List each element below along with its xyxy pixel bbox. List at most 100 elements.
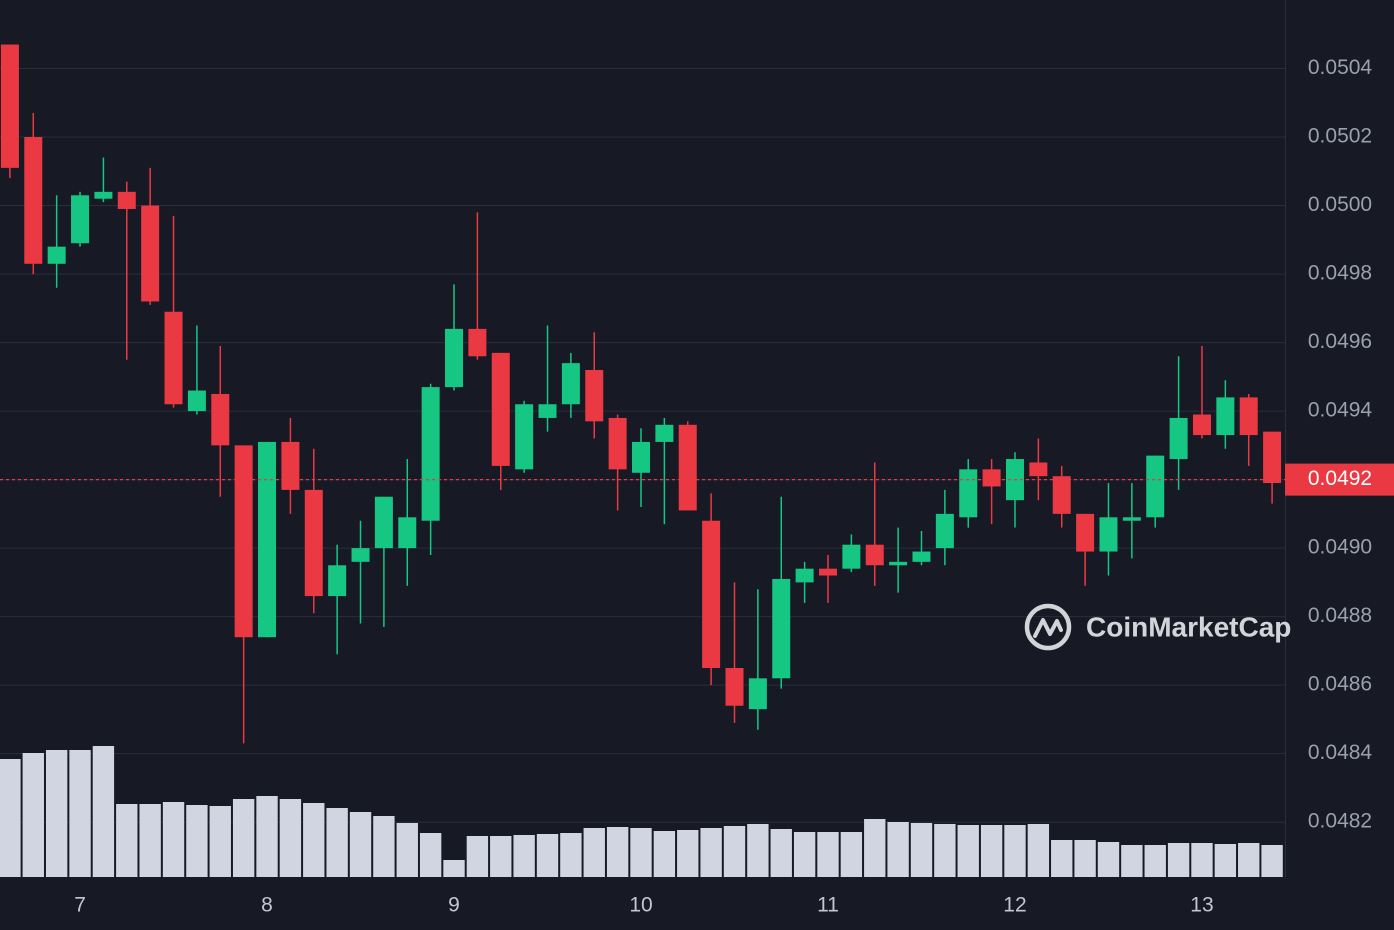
last-price-label: 0.0492 xyxy=(1308,467,1372,490)
last-price-box xyxy=(1285,463,1394,496)
watermark-logo xyxy=(1024,603,1072,651)
candle-body xyxy=(258,441,277,638)
volume-bar xyxy=(45,750,68,877)
candle-body xyxy=(1169,417,1188,460)
candle-body xyxy=(374,496,393,549)
candle-body xyxy=(515,404,534,470)
candle-body xyxy=(1076,513,1095,552)
x-tick-label: 11 xyxy=(817,894,839,917)
watermark: CoinMarketCap xyxy=(1024,603,1291,651)
volume-bar xyxy=(349,812,372,877)
candle-body xyxy=(842,544,861,569)
volume-bar xyxy=(1144,845,1166,877)
volume-bar xyxy=(1027,824,1050,877)
volume-bar xyxy=(840,832,863,877)
candle-body xyxy=(164,311,183,405)
y-tick-label: 0.0490 xyxy=(1308,536,1372,559)
volume-bar xyxy=(209,806,231,877)
volume-bar xyxy=(1074,840,1096,877)
volume-bar xyxy=(957,825,979,877)
y-tick-label: 0.0484 xyxy=(1308,741,1373,764)
candle-body xyxy=(71,195,90,244)
y-tick-label: 0.0496 xyxy=(1308,330,1372,353)
candle-body xyxy=(1122,517,1141,521)
volume-bar xyxy=(700,828,722,877)
candle-body xyxy=(865,544,884,566)
candle-body xyxy=(24,137,43,264)
volume-bar xyxy=(279,799,302,877)
volume-bar xyxy=(536,834,559,877)
candle-body xyxy=(117,191,136,209)
volume-bar xyxy=(232,799,255,877)
volume-bar xyxy=(1004,825,1026,877)
volume-bar xyxy=(864,819,886,877)
volume-bar xyxy=(22,753,44,877)
candle-body xyxy=(655,424,674,442)
candle-body xyxy=(889,561,908,566)
y-tick-label: 0.0500 xyxy=(1308,193,1372,216)
x-tick-label: 13 xyxy=(1190,894,1213,917)
candle-body xyxy=(1052,476,1071,514)
volume-bar xyxy=(1167,843,1190,877)
volume-bar xyxy=(653,831,676,877)
volume-bar xyxy=(443,860,465,877)
candle-body xyxy=(141,205,160,302)
candle-body xyxy=(398,517,417,549)
candle-body xyxy=(959,469,978,518)
volume-bar xyxy=(1051,840,1073,877)
volume-bar xyxy=(303,803,325,877)
y-tick-label: 0.0482 xyxy=(1308,810,1372,833)
x-tick-label: 10 xyxy=(629,894,652,917)
candle-body xyxy=(1216,397,1235,436)
y-tick-label: 0.0494 xyxy=(1308,399,1373,422)
y-tick-label: 0.0498 xyxy=(1308,262,1372,285)
candle-body xyxy=(187,390,206,412)
candle-body xyxy=(94,191,113,199)
volume-bar xyxy=(162,802,185,877)
candle-body xyxy=(491,352,510,466)
candle-body xyxy=(702,520,721,669)
volume-bar xyxy=(677,830,699,877)
candle-body xyxy=(1099,517,1118,552)
candle-body xyxy=(468,328,487,357)
candle-body xyxy=(632,441,651,473)
candle-body xyxy=(772,578,791,679)
candle-body xyxy=(281,441,300,490)
candle-body xyxy=(1263,431,1282,484)
axis-layer: 0.0482 0.0484 0.0486 0.0488 0.0490 0.0492 0.04… xyxy=(0,56,1394,917)
candle-body xyxy=(0,44,19,168)
candle-body xyxy=(935,513,954,549)
candle-body xyxy=(818,568,837,576)
y-tick-label: 0.0486 xyxy=(1308,673,1372,696)
volume-bar xyxy=(817,832,839,877)
candle-body xyxy=(421,387,440,521)
volume-bar xyxy=(934,824,956,877)
candle-body xyxy=(351,548,370,562)
candle-body xyxy=(982,469,1001,487)
x-tick-label: 7 xyxy=(74,894,86,917)
volume-bar xyxy=(583,828,605,877)
candle-body xyxy=(678,424,697,511)
watermark-text: CoinMarketCap xyxy=(1086,611,1291,642)
volume-bar xyxy=(1191,843,1213,877)
volume-bar xyxy=(466,836,489,877)
candle-body xyxy=(561,363,580,405)
volume-bar xyxy=(1214,844,1237,877)
candle-layer xyxy=(0,44,1282,744)
candle-body xyxy=(1239,397,1258,436)
volume-bar xyxy=(606,827,629,877)
x-tick-label: 8 xyxy=(261,894,273,917)
candle-body xyxy=(538,404,557,418)
candle-body xyxy=(748,678,767,710)
volume-bar xyxy=(186,805,208,877)
volume-bar xyxy=(1121,845,1143,877)
volume-bar xyxy=(887,822,909,877)
candle-body xyxy=(328,565,347,597)
y-tick-label: 0.0488 xyxy=(1308,604,1372,627)
y-tick-label: 0.0504 xyxy=(1308,56,1373,79)
candle-body xyxy=(912,551,931,562)
volume-bar xyxy=(747,824,769,877)
volume-bar xyxy=(770,829,792,877)
